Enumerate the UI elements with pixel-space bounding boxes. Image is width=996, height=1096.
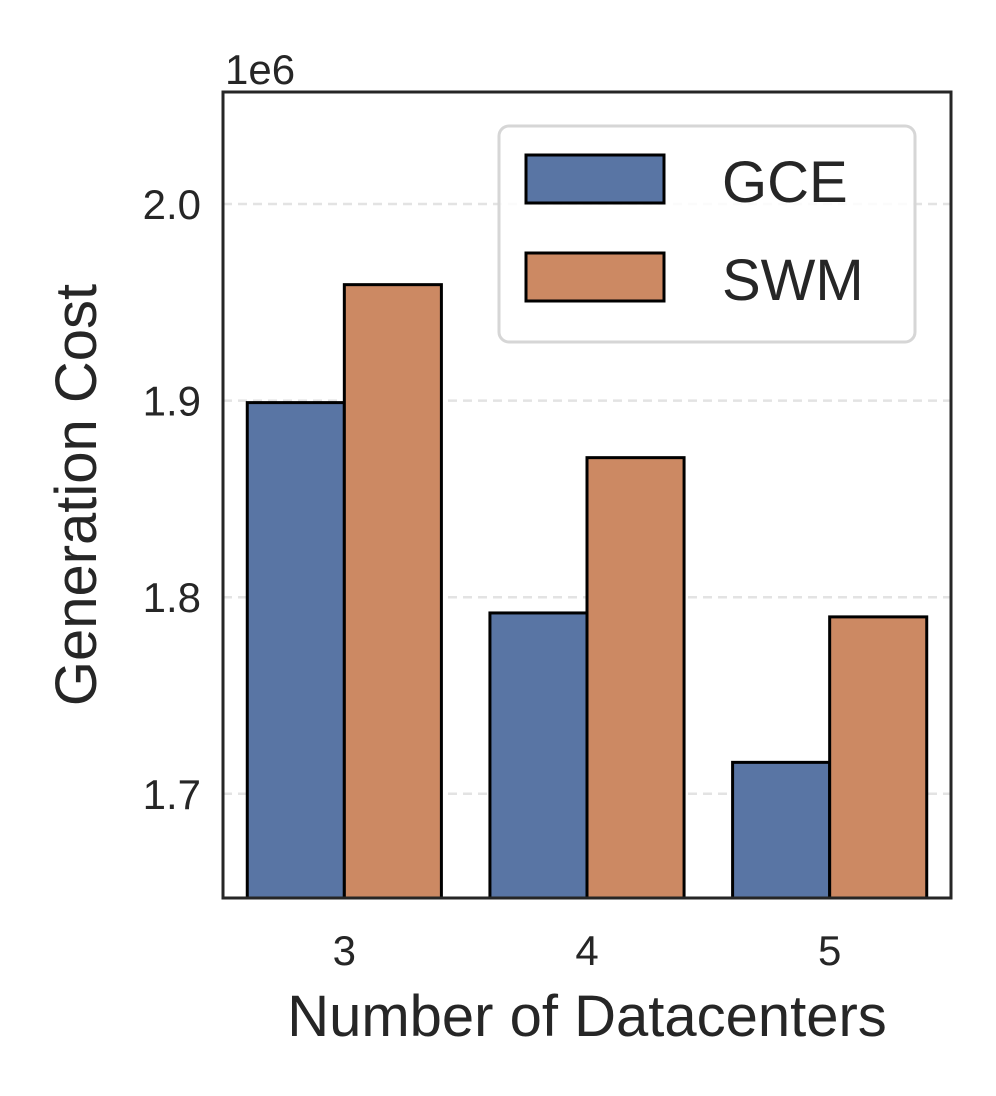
bar-swm-5: [828, 615, 929, 900]
legend: GCE SWM: [497, 124, 917, 344]
x-tick-label-4: 4: [575, 927, 598, 974]
y-tick-labels: 1.7 1.8 1.9 2.0: [143, 181, 201, 818]
legend-label-gce: GCE: [722, 150, 848, 215]
bars: [245, 283, 929, 900]
bar-gce-3: [245, 401, 346, 900]
legend-swatch-gce: [524, 153, 666, 205]
y-offset-label: 1e6: [225, 46, 295, 93]
y-tick-label-1-7: 1.7: [143, 771, 201, 818]
bar-swm-4: [585, 456, 686, 900]
x-tick-labels: 3 4 5: [333, 927, 842, 974]
y-axis-title: Generation Cost: [44, 284, 109, 706]
x-tick-label-3: 3: [333, 927, 356, 974]
x-axis-title: Number of Datacenters: [287, 984, 887, 1049]
plot-frame: [221, 90, 953, 900]
y-tick-label-1-9: 1.9: [143, 378, 201, 425]
x-tick-label-5: 5: [818, 927, 841, 974]
bar-swm-3: [342, 283, 443, 900]
bar-gce-5: [731, 760, 832, 900]
y-tick-label-1-8: 1.8: [143, 574, 201, 621]
legend-label-swm: SWM: [722, 248, 864, 313]
bar-gce-4: [488, 611, 589, 900]
legend-swatch-swm: [524, 251, 666, 303]
y-tick-label-2-0: 2.0: [143, 181, 201, 228]
